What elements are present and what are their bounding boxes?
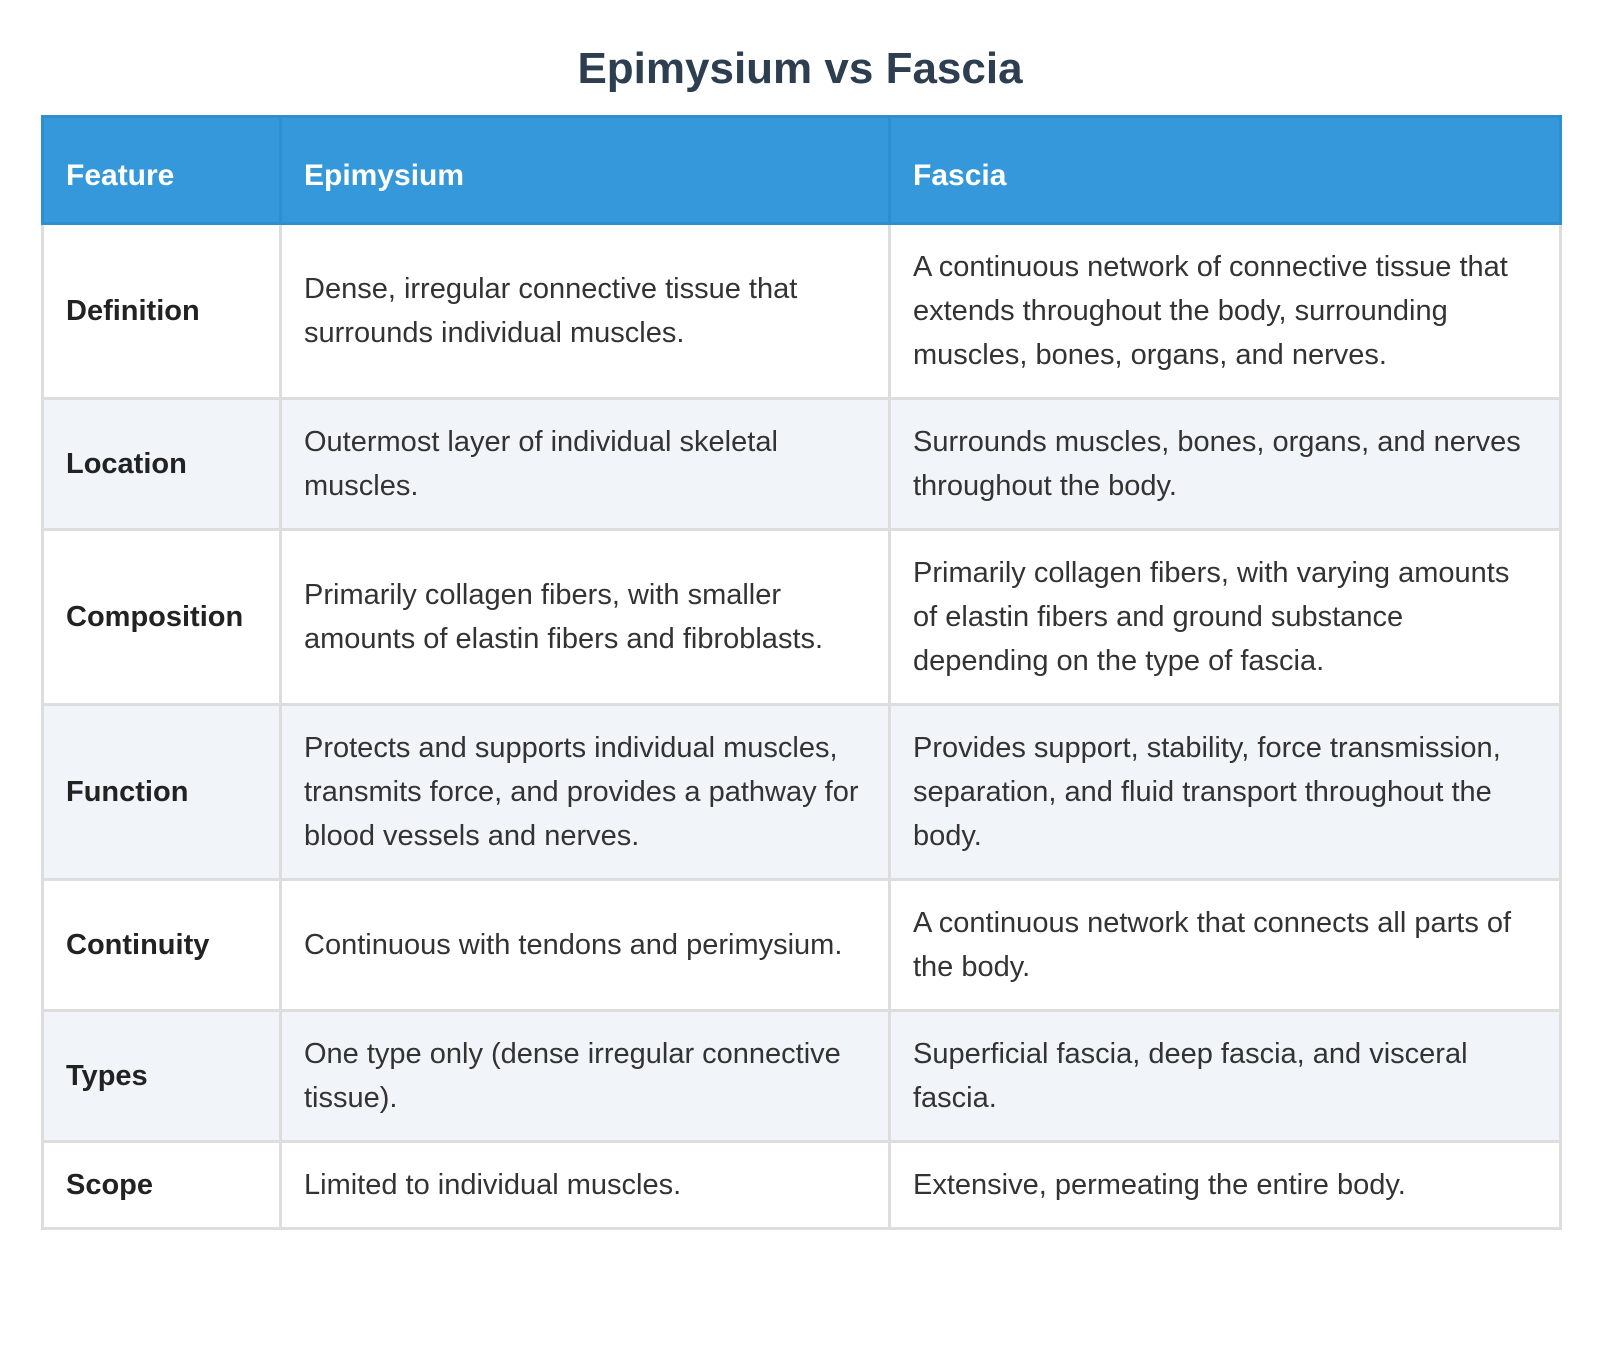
table-cell: Protects and supports individual muscles… [279, 703, 891, 881]
table-cell: Outermost layer of individual skeletal m… [279, 397, 891, 531]
feature-cell: Composition [41, 528, 282, 706]
feature-cell: Types [41, 1009, 282, 1143]
comparison-table: Feature Epimysium Fascia Definition Dense, … [41, 115, 1562, 1230]
column-header: Fascia [888, 115, 1562, 225]
page-title: Epimysium vs Fascia [577, 44, 1023, 93]
column-header: Epimysium [279, 115, 891, 225]
table-cell: Limited to individual muscles. [279, 1140, 891, 1230]
table-cell: Continuous with tendons and perimysium. [279, 878, 891, 1012]
table-row: Location Outermost layer of individual sk… [41, 397, 1562, 531]
table-cell: Extensive, permeating the entire body. [888, 1140, 1562, 1230]
feature-cell: Scope [41, 1140, 282, 1230]
table-row: Continuity Continuous with tendons and pe… [41, 878, 1562, 1012]
feature-cell: Function [41, 703, 282, 881]
table-cell: Superficial fascia, deep fascia, and vis… [888, 1009, 1562, 1143]
table-row: Function Protects and supports individual… [41, 703, 1562, 881]
column-header: Feature [41, 115, 282, 225]
table-cell: Primarily collagen fibers, with varying … [888, 528, 1562, 706]
table-row: Composition Primarily collagen fibers, wi… [41, 528, 1562, 706]
table-cell: Surrounds muscles, bones, organs, and ne… [888, 397, 1562, 531]
table-cell: A continuous network of connective tissu… [888, 222, 1562, 400]
table-body: Definition Dense, irregular connective ti… [41, 222, 1562, 1230]
feature-cell: Continuity [41, 878, 282, 1012]
table-row: Types One type only (dense irregular conn… [41, 1009, 1562, 1143]
table-row: Definition Dense, irregular connective ti… [41, 222, 1562, 400]
table-cell: Provides support, stability, force trans… [888, 703, 1562, 881]
table-cell: One type only (dense irregular connectiv… [279, 1009, 891, 1143]
table-cell: Primarily collagen fibers, with smaller … [279, 528, 891, 706]
table-cell: Dense, irregular connective tissue that … [279, 222, 891, 400]
feature-cell: Location [41, 397, 282, 531]
table-row: Scope Limited to individual muscles. Exten… [41, 1140, 1562, 1230]
table-cell: A continuous network that connects all p… [888, 878, 1562, 1012]
feature-cell: Definition [41, 222, 282, 400]
header-row: Feature Epimysium Fascia [41, 115, 1562, 225]
